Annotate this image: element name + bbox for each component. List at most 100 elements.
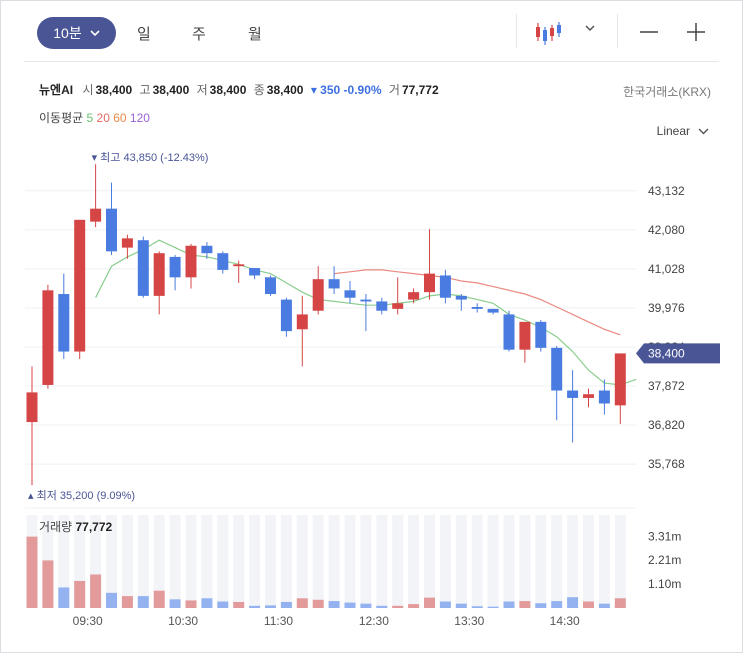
moving-average-legend[interactable]: 이동평균 5 20 60 120 — [39, 109, 150, 126]
candle — [217, 251, 229, 274]
ma-label: 이동평균 — [39, 111, 84, 125]
time-tick-label: 11:30 — [264, 614, 293, 628]
volume-bar-track — [439, 515, 451, 608]
stock-name: 뉴엔AI — [39, 83, 74, 97]
scale-label: Linear — [656, 124, 690, 138]
candle — [153, 251, 165, 315]
close-value: 38,400 — [266, 83, 304, 97]
chevron-down-icon[interactable] — [584, 22, 596, 34]
volume-bar-track — [408, 515, 420, 608]
volume-bar — [503, 601, 515, 608]
volume-bar-track — [583, 515, 594, 608]
candle-body — [583, 394, 594, 398]
candle-body — [424, 273, 435, 293]
volume-bar-track — [471, 515, 483, 608]
candle-body — [74, 219, 86, 352]
candle — [137, 236, 149, 298]
candle — [487, 308, 499, 315]
volume-bar-track — [296, 515, 308, 608]
candle — [471, 303, 483, 313]
volume-bar — [408, 604, 420, 608]
candle — [519, 321, 531, 363]
candle-body — [169, 256, 181, 278]
volume-bar — [312, 599, 324, 608]
price-tick-label: 36,820 — [648, 418, 685, 432]
candle — [344, 281, 356, 304]
volume-bar-track — [58, 515, 70, 608]
candle-body — [455, 295, 467, 300]
candle-body — [106, 208, 117, 252]
volume-bar — [153, 590, 165, 608]
candle — [90, 164, 102, 228]
exchange-label: 한국거래소(KRX) — [623, 85, 711, 99]
volume-bar — [185, 600, 197, 608]
volume-bar-track — [265, 515, 276, 608]
candle — [26, 366, 38, 486]
volume-bar-track — [90, 515, 102, 608]
volume-bar — [583, 601, 594, 608]
candle-body — [26, 392, 38, 423]
candle — [360, 294, 372, 332]
candle — [376, 297, 388, 315]
period-select-button[interactable]: 10분 — [37, 17, 116, 49]
toolbar-divider — [617, 14, 618, 48]
open-value: 38,400 — [95, 83, 133, 97]
period-month-tab[interactable]: 월 — [248, 23, 262, 44]
volume-bar — [614, 598, 626, 608]
candle — [328, 266, 340, 295]
candle-body — [471, 307, 483, 309]
max-price-annotation: ▾ 최고 43,850 (-12.43%) — [92, 151, 209, 164]
candle — [408, 288, 420, 304]
candle-body — [598, 390, 610, 404]
low-value: 38,400 — [209, 83, 247, 97]
candle-body — [376, 301, 388, 311]
price-tick-label: 42,080 — [648, 223, 685, 237]
volume-bar — [201, 598, 213, 608]
candle — [455, 294, 467, 311]
volume-bar — [551, 601, 563, 608]
volume-bar-track — [598, 515, 610, 608]
candle — [535, 320, 547, 352]
volume-label: 거 — [388, 83, 400, 97]
candle-body — [487, 308, 499, 313]
time-tick-label: 09:30 — [73, 614, 103, 628]
price-info-row: 뉴엔AI 시 38,400 고 38,400 저 38,400 종 38,400 ▾ 3… — [39, 81, 443, 98]
candle-body — [217, 253, 229, 270]
volume-bar — [471, 606, 483, 608]
volume-bar — [106, 592, 117, 608]
candle-body — [360, 299, 372, 302]
open-label: 시 — [82, 83, 94, 97]
candlestick-type-icon[interactable] — [534, 19, 562, 47]
change-value: ▾ 350 -0.90% — [310, 83, 382, 97]
candle — [249, 268, 261, 280]
volume-bar — [249, 605, 261, 608]
volume-bar-track — [312, 515, 324, 608]
zoom-in-icon[interactable] — [686, 22, 706, 42]
volume-bar-track — [153, 515, 165, 608]
candle-body — [392, 303, 404, 309]
candle-body — [233, 264, 245, 267]
volume-bar — [137, 596, 149, 608]
candle-body — [58, 294, 70, 352]
volume-bar — [487, 606, 499, 608]
volume-bar-track — [424, 515, 435, 608]
volume-bar-track — [201, 515, 213, 608]
volume-bar-track — [360, 515, 372, 608]
candle — [106, 182, 117, 256]
period-week-tab[interactable]: 주 — [192, 23, 206, 44]
close-label: 종 — [253, 83, 265, 97]
volume-bar — [217, 601, 229, 608]
candle-body — [121, 238, 133, 248]
period-day-tab[interactable]: 일 — [137, 23, 151, 44]
candle — [121, 234, 133, 259]
price-tick-label: 43,132 — [648, 184, 685, 198]
candle — [42, 284, 54, 389]
candle-body — [408, 292, 420, 300]
zoom-out-icon[interactable] — [639, 22, 659, 42]
candle — [58, 273, 70, 359]
candle — [280, 297, 292, 337]
price-tick-label: 39,976 — [648, 301, 685, 315]
scale-select[interactable]: Linear — [657, 124, 709, 138]
current-price-tag — [636, 343, 720, 364]
